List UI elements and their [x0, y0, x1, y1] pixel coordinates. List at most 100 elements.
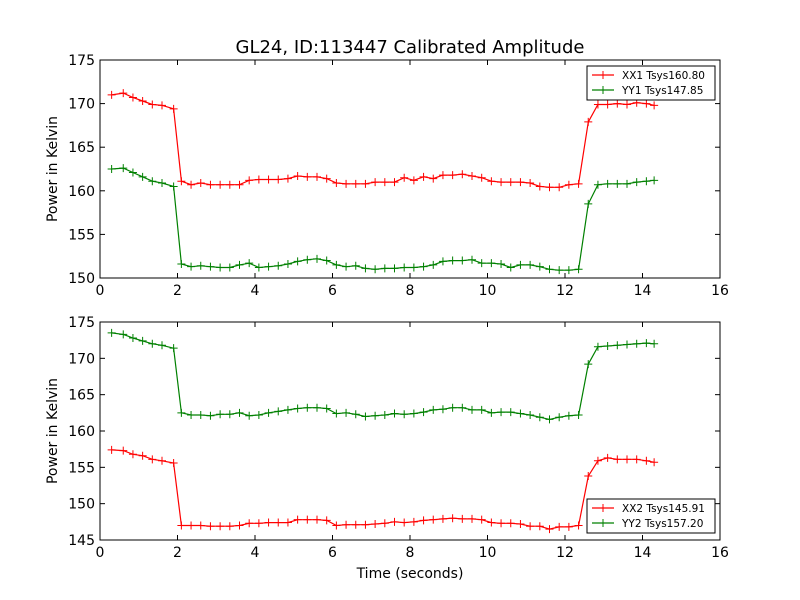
bottom-series-2-point	[264, 408, 273, 417]
bottom-series-1-point	[390, 517, 399, 526]
top-series-1-point	[187, 180, 196, 189]
bottom-series-2-point	[254, 411, 263, 420]
bottom-series-1-point	[235, 521, 244, 530]
bottom-series-2-point	[206, 411, 215, 420]
bottom-series-1-point	[526, 522, 535, 531]
bottom-series-2-point	[322, 404, 331, 413]
bottom-y-tick-label: 170	[68, 351, 95, 367]
top-x-tick-label: 4	[251, 283, 260, 299]
top-series-1-point	[593, 100, 602, 109]
top-series-1-point	[390, 178, 399, 187]
bottom-series-2-point	[487, 408, 496, 417]
bottom-series-1-point	[313, 515, 321, 524]
top-series-1-point	[497, 178, 506, 187]
top-plot: 0 2 4 6 8 10 12 14 16 150 155 160 165 170 175 XX1 Tsys1…	[68, 53, 729, 299]
top-y-tick-label: 175	[68, 53, 95, 69]
top-legend-marker-2	[599, 86, 607, 94]
top-series-2-point	[642, 177, 651, 186]
top-series-2-point	[274, 261, 283, 270]
bottom-series-2-point	[438, 405, 447, 414]
top-y-axis-label: Power in Kelvin	[45, 116, 61, 222]
top-series-2-point	[371, 265, 380, 274]
top-series-1-point	[438, 171, 447, 180]
top-series-1-point	[177, 177, 186, 186]
top-series-2-point	[438, 257, 447, 266]
top-series-1-point	[128, 93, 137, 102]
bottom-series-2-point	[216, 410, 225, 419]
bottom-series-1-point	[380, 519, 389, 528]
top-series-2-point	[545, 265, 554, 274]
top-series-1-point	[419, 172, 428, 181]
bottom-x-tick-label: 6	[328, 545, 337, 561]
bottom-x-tick-label: 14	[634, 545, 652, 561]
bottom-series-2-point	[245, 411, 254, 420]
bottom-series-2-point	[535, 413, 544, 422]
top-y-tick-label: 165	[68, 140, 95, 156]
bottom-series-1-point	[613, 455, 622, 464]
bottom-x-tick-label: 0	[96, 545, 105, 561]
top-series-2-point	[468, 255, 476, 264]
top-series-2-point	[332, 260, 341, 269]
bottom-series-1-point	[225, 522, 234, 531]
top-series-1-point	[206, 180, 215, 189]
bottom-series-2-point	[477, 405, 486, 414]
top-series-1-point	[283, 174, 292, 183]
bottom-x-tick-label: 8	[406, 545, 415, 561]
top-series-2-point	[555, 266, 564, 275]
top-series-2-point	[235, 260, 244, 269]
top-series-2-point	[187, 262, 196, 271]
top-legend: XX1 Tsys160.80 YY1 Tsys147.85	[586, 65, 716, 101]
bottom-plot: 0 2 4 6 8 10 12 14 16 145 150 155 160 165 170 175 XX2 Ts…	[68, 315, 729, 561]
top-series-1-point	[613, 99, 622, 108]
bottom-series-1-point	[593, 456, 602, 465]
top-legend-label-1: XX1 Tsys160.80	[622, 70, 705, 82]
top-series-1-point	[535, 182, 544, 191]
top-series-1-point	[574, 179, 583, 188]
bottom-series-1-point	[196, 521, 205, 530]
bottom-series-2-point	[458, 403, 467, 412]
bottom-series-1-point	[293, 515, 302, 524]
bottom-series-2-point	[169, 344, 178, 353]
top-series-1-point	[409, 176, 418, 185]
top-series-1-point	[623, 100, 631, 109]
top-series-1-point	[545, 183, 554, 192]
bottom-series-2-point	[293, 404, 302, 413]
bottom-series-1-point	[216, 522, 225, 531]
top-legend-label-2: YY1 Tsys147.85	[621, 85, 703, 97]
top-series-2-point	[400, 263, 409, 272]
top-series-1-point	[196, 178, 205, 187]
top-x-tick-label: 2	[173, 283, 182, 299]
top-series-1-point	[564, 180, 573, 189]
top-legend-marker-1	[599, 71, 607, 79]
bottom-y-tick-label: 165	[68, 388, 95, 404]
bottom-x-tick-label: 2	[173, 545, 182, 561]
top-series-1-point	[429, 174, 438, 183]
bottom-series-1-point	[409, 517, 418, 526]
top-series-2-point	[206, 262, 215, 271]
top-series-1-point	[468, 171, 476, 180]
bottom-series-1-point	[623, 455, 631, 464]
bottom-series-1-point	[516, 520, 525, 529]
bottom-series-2-point	[303, 403, 312, 412]
bottom-series-1-point	[361, 520, 370, 529]
top-series-1-point	[313, 172, 321, 181]
top-series-1-point	[245, 176, 254, 185]
top-series-1-point	[526, 178, 535, 187]
top-x-tick-label: 12	[556, 283, 574, 299]
bottom-series-1-point	[128, 450, 137, 459]
bottom-series-2-point	[313, 403, 321, 412]
bottom-series-2-point	[128, 333, 137, 342]
bottom-series-2-point	[623, 340, 631, 349]
top-series-1-point	[264, 175, 273, 184]
bottom-series-2-point	[361, 412, 370, 421]
top-series-2-point	[245, 259, 254, 268]
bottom-series-1-point	[119, 446, 128, 455]
bottom-series-2-point	[138, 336, 147, 345]
top-series-2-point	[429, 260, 438, 269]
top-series-2-point	[119, 164, 128, 173]
bottom-series-2-point	[274, 407, 283, 416]
top-series-1-point	[371, 178, 380, 187]
top-x-tick-label: 8	[406, 283, 415, 299]
bottom-series-2-point	[400, 410, 409, 419]
top-x-tick-label: 0	[96, 283, 105, 299]
